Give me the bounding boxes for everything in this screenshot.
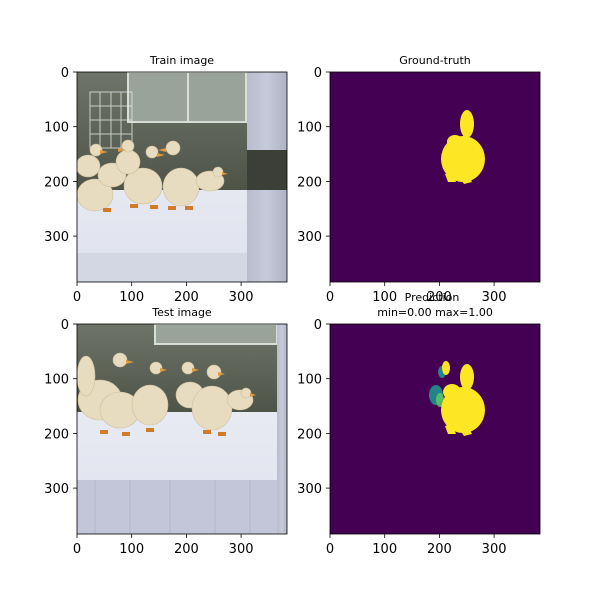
panel-title: Ground-truth: [399, 54, 471, 67]
prediction-mask: [330, 324, 540, 534]
x-tick-label: 100: [119, 290, 144, 305]
panel-title: Prediction: [405, 291, 460, 304]
x-tick-label: 0: [326, 290, 334, 305]
x-tick-label: 0: [73, 542, 81, 557]
train-x-axis: 0 100 200 300: [73, 282, 254, 305]
y-tick-label: 200: [297, 427, 322, 442]
x-tick-label: 200: [427, 542, 452, 557]
panel-title: Train image: [149, 54, 214, 67]
y-tick-label: 100: [297, 121, 322, 136]
panel-subtitle: min=0.00 max=1.00: [377, 306, 493, 319]
y-tick-label: 200: [44, 175, 69, 190]
x-tick-label: 200: [174, 542, 199, 557]
y-tick-label: 300: [44, 230, 69, 245]
panel-title: Test image: [151, 306, 212, 319]
y-tick-label: 100: [44, 121, 69, 136]
y-tick-label: 300: [297, 230, 322, 245]
y-tick-label: 100: [44, 373, 69, 388]
x-tick-label: 0: [73, 290, 81, 305]
pred-x-axis: 0 100 200 300: [326, 534, 507, 557]
ground-truth-mask: [330, 72, 540, 282]
x-tick-label: 100: [119, 542, 144, 557]
x-tick-label: 200: [174, 290, 199, 305]
y-tick-label: 0: [314, 66, 322, 81]
x-tick-label: 100: [372, 542, 397, 557]
y-tick-label: 200: [44, 427, 69, 442]
y-tick-label: 0: [61, 66, 69, 81]
test-x-axis: 0 100 200 300: [73, 534, 254, 557]
x-tick-label: 100: [372, 290, 397, 305]
y-tick-label: 200: [297, 175, 322, 190]
x-tick-label: 300: [482, 290, 507, 305]
train-photo: [77, 72, 287, 282]
train-y-axis: 0 100 200 300: [44, 66, 77, 245]
x-tick-label: 300: [229, 542, 254, 557]
y-tick-label: 300: [297, 482, 322, 497]
panel-ground-truth: Ground-truth 0 100 200 300: [297, 54, 541, 305]
x-tick-label: 0: [326, 542, 334, 557]
panel-prediction: Prediction min=0.00 max=1.00: [297, 291, 541, 557]
y-tick-label: 0: [61, 318, 69, 333]
pred-y-axis: 0 100 200 300: [297, 318, 330, 497]
test-photo: [77, 324, 287, 534]
x-tick-label: 300: [482, 542, 507, 557]
x-tick-label: 300: [229, 290, 254, 305]
gt-x-axis: 0 100 200 300: [326, 282, 507, 305]
panel-test-image: Test image: [44, 306, 288, 557]
y-tick-label: 100: [297, 373, 322, 388]
gt-y-axis: 0 100 200 300: [297, 66, 330, 245]
y-tick-label: 300: [44, 482, 69, 497]
test-y-axis: 0 100 200 300: [44, 318, 77, 497]
y-tick-label: 0: [314, 318, 322, 333]
x-tick-label: 200: [427, 290, 452, 305]
panel-train-image: Train image: [44, 54, 288, 305]
